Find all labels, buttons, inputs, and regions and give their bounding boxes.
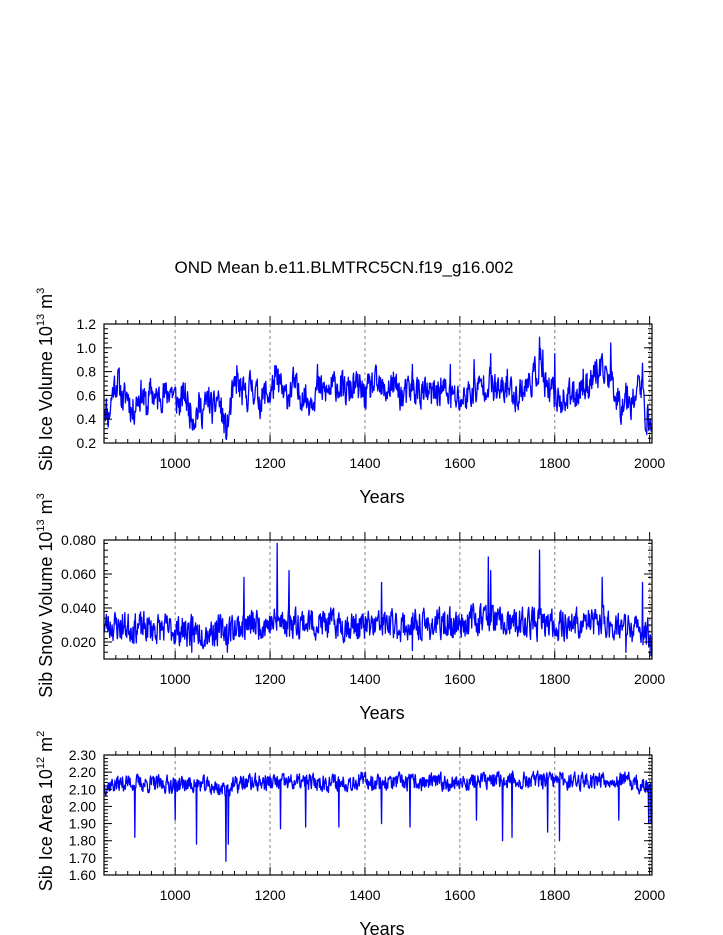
y-tick-label: 0.8 bbox=[77, 364, 97, 380]
y-tick-label: 1.0 bbox=[77, 340, 97, 356]
x-tick-label: 2000 bbox=[634, 671, 665, 687]
y-axis-label: Sib Ice Volume 1013 m3 bbox=[35, 288, 56, 471]
y-tick-label: 1.90 bbox=[69, 816, 96, 832]
y-tick-label: 2.00 bbox=[69, 798, 96, 814]
y-tick-label: 1.2 bbox=[77, 316, 97, 332]
x-tick-label: 1200 bbox=[254, 671, 285, 687]
series-line-sib-snow-volume bbox=[103, 542, 653, 657]
x-tick-label: 1000 bbox=[160, 455, 191, 471]
y-axis-label: Sib Snow Volume 1013 m3 bbox=[35, 493, 56, 697]
x-tick-label: 1200 bbox=[254, 455, 285, 471]
x-tick-label: 1600 bbox=[444, 455, 475, 471]
x-axis-label: Years bbox=[359, 487, 404, 507]
x-tick-label: 1000 bbox=[160, 887, 191, 903]
y-tick-label: 1.60 bbox=[69, 867, 96, 883]
x-tick-label: 1200 bbox=[254, 887, 285, 903]
y-tick-label: 0.060 bbox=[61, 566, 96, 582]
y-tick-label: 0.020 bbox=[61, 634, 96, 650]
x-axis-label: Years bbox=[359, 703, 404, 723]
x-tick-label: 1800 bbox=[539, 455, 570, 471]
x-tick-label: 1800 bbox=[539, 671, 570, 687]
y-tick-label: 0.040 bbox=[61, 600, 96, 616]
y-tick-label: 1.80 bbox=[69, 833, 96, 849]
x-tick-label: 1400 bbox=[349, 671, 380, 687]
y-tick-label: 0.2 bbox=[77, 435, 97, 451]
plot-frame bbox=[103, 323, 653, 444]
x-tick-label: 2000 bbox=[634, 455, 665, 471]
x-tick-label: 1400 bbox=[349, 887, 380, 903]
x-tick-label: 1600 bbox=[444, 887, 475, 903]
x-tick-label: 2000 bbox=[634, 887, 665, 903]
x-tick-label: 1800 bbox=[539, 887, 570, 903]
y-tick-label: 0.6 bbox=[77, 387, 97, 403]
y-tick-label: 1.70 bbox=[69, 850, 96, 866]
figure-title: OND Mean b.e11.BLMTRC5CN.f19_g16.002 bbox=[175, 258, 514, 277]
plot-frame bbox=[103, 754, 653, 876]
chart-panel-3: 1000 1200 1400 1600 1800 2000 1.601.701.801.90… bbox=[35, 731, 665, 935]
y-tick-label: 2.10 bbox=[69, 781, 96, 797]
x-tick-label: 1000 bbox=[160, 671, 191, 687]
x-tick-label: 1600 bbox=[444, 671, 475, 687]
chart-panel-1: 1000 1200 1400 1600 1800 2000 0.2 0.4 0.6 0.8 1.0 1… bbox=[35, 288, 665, 507]
y-axis-label: Sib Ice Area 1012 m2 bbox=[35, 731, 56, 891]
y-tick-label: 0.080 bbox=[61, 532, 96, 548]
y-tick-label: 0.4 bbox=[77, 411, 97, 427]
x-axis-label: Years bbox=[359, 919, 404, 935]
plot-frame bbox=[103, 539, 653, 660]
series-line-sib-ice-volume bbox=[103, 336, 653, 441]
y-tick-label: 2.20 bbox=[69, 764, 96, 780]
y-tick-label: 2.30 bbox=[69, 747, 96, 763]
series-line-sib-ice-area bbox=[103, 770, 653, 862]
x-tick-label: 1400 bbox=[349, 455, 380, 471]
chart-panel-2: 1000 1200 1400 1600 1800 2000 0.020 0.040 0.060 0… bbox=[35, 493, 665, 723]
